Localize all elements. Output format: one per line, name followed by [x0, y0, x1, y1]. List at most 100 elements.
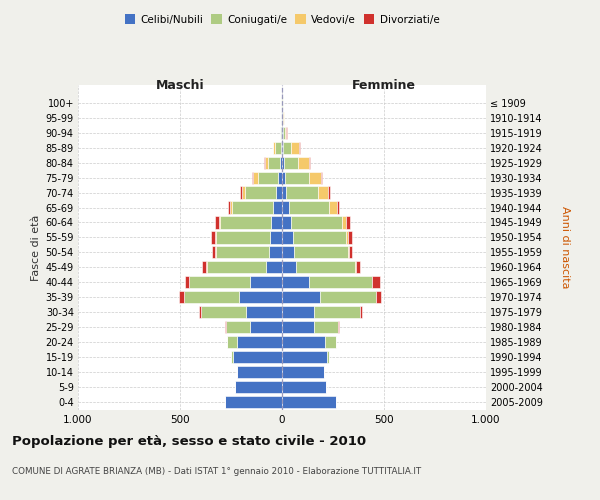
Bar	[338, 321, 339, 333]
Bar	[355, 261, 356, 274]
Bar	[327, 351, 329, 363]
Bar	[342, 216, 346, 228]
Bar	[184, 291, 239, 304]
Bar	[232, 202, 273, 213]
Bar	[225, 396, 282, 408]
Bar	[271, 216, 282, 228]
Bar	[265, 156, 268, 169]
Bar	[257, 172, 278, 184]
Bar	[321, 172, 322, 184]
Bar	[275, 142, 281, 154]
Bar	[280, 126, 281, 139]
Bar	[282, 366, 324, 378]
Bar	[282, 216, 291, 228]
Bar	[216, 246, 269, 258]
Bar	[285, 126, 286, 139]
Bar	[376, 291, 382, 304]
Bar	[280, 156, 282, 169]
Bar	[202, 306, 247, 318]
Bar	[349, 246, 352, 258]
Bar	[282, 112, 283, 124]
Bar	[281, 126, 282, 139]
Bar	[231, 351, 233, 363]
Bar	[282, 186, 286, 198]
Bar	[314, 306, 359, 318]
Bar	[250, 321, 282, 333]
Bar	[283, 142, 291, 154]
Bar	[282, 246, 294, 258]
Bar	[235, 380, 282, 393]
Bar	[216, 232, 270, 243]
Bar	[337, 202, 339, 213]
Bar	[219, 216, 220, 228]
Bar	[215, 232, 216, 243]
Bar	[227, 336, 237, 348]
Bar	[329, 202, 337, 213]
Bar	[269, 246, 282, 258]
Bar	[276, 186, 282, 198]
Bar	[215, 216, 219, 228]
Bar	[282, 291, 320, 304]
Bar	[202, 261, 206, 274]
Y-axis label: Fasce di età: Fasce di età	[31, 214, 41, 280]
Bar	[237, 336, 282, 348]
Bar	[266, 261, 282, 274]
Bar	[289, 202, 329, 213]
Bar	[253, 172, 257, 184]
Bar	[212, 246, 215, 258]
Bar	[278, 172, 282, 184]
Bar	[314, 321, 338, 333]
Bar	[179, 291, 184, 304]
Bar	[328, 186, 330, 198]
Bar	[325, 336, 336, 348]
Bar	[282, 172, 285, 184]
Bar	[282, 380, 326, 393]
Bar	[230, 202, 232, 213]
Bar	[372, 276, 373, 288]
Bar	[320, 291, 376, 304]
Bar	[282, 202, 289, 213]
Bar	[346, 216, 350, 228]
Bar	[247, 306, 282, 318]
Bar	[282, 351, 327, 363]
Bar	[294, 246, 349, 258]
Bar	[250, 276, 282, 288]
Bar	[282, 142, 283, 154]
Bar	[318, 186, 328, 198]
Bar	[264, 156, 265, 169]
Bar	[349, 232, 352, 243]
Bar	[282, 156, 284, 169]
Bar	[240, 186, 242, 198]
Bar	[242, 186, 245, 198]
Bar	[308, 276, 372, 288]
Bar	[270, 232, 282, 243]
Bar	[185, 276, 189, 288]
Legend: Celibi/Nubili, Coniugati/e, Vedovi/e, Divorziati/e: Celibi/Nubili, Coniugati/e, Vedovi/e, Di…	[121, 10, 443, 29]
Bar	[273, 142, 275, 154]
Bar	[282, 276, 308, 288]
Bar	[282, 396, 336, 408]
Bar	[281, 142, 282, 154]
Bar	[356, 261, 360, 274]
Bar	[273, 202, 282, 213]
Bar	[286, 186, 318, 198]
Bar	[346, 232, 349, 243]
Text: Popolazione per età, sesso e stato civile - 2010: Popolazione per età, sesso e stato civil…	[12, 435, 366, 448]
Bar	[189, 276, 250, 288]
Bar	[291, 216, 342, 228]
Bar	[236, 366, 237, 378]
Bar	[199, 306, 201, 318]
Text: COMUNE DI AGRATE BRIANZA (MB) - Dati ISTAT 1° gennaio 2010 - Elaborazione TUTTIT: COMUNE DI AGRATE BRIANZA (MB) - Dati IST…	[12, 468, 421, 476]
Y-axis label: Anni di nascita: Anni di nascita	[560, 206, 570, 288]
Bar	[211, 232, 215, 243]
Bar	[284, 156, 298, 169]
Bar	[282, 336, 325, 348]
Bar	[282, 321, 314, 333]
Bar	[206, 261, 266, 274]
Bar	[298, 156, 309, 169]
Bar	[373, 276, 380, 288]
Bar	[282, 261, 296, 274]
Bar	[227, 202, 230, 213]
Text: Maschi: Maschi	[155, 80, 205, 92]
Bar	[283, 126, 285, 139]
